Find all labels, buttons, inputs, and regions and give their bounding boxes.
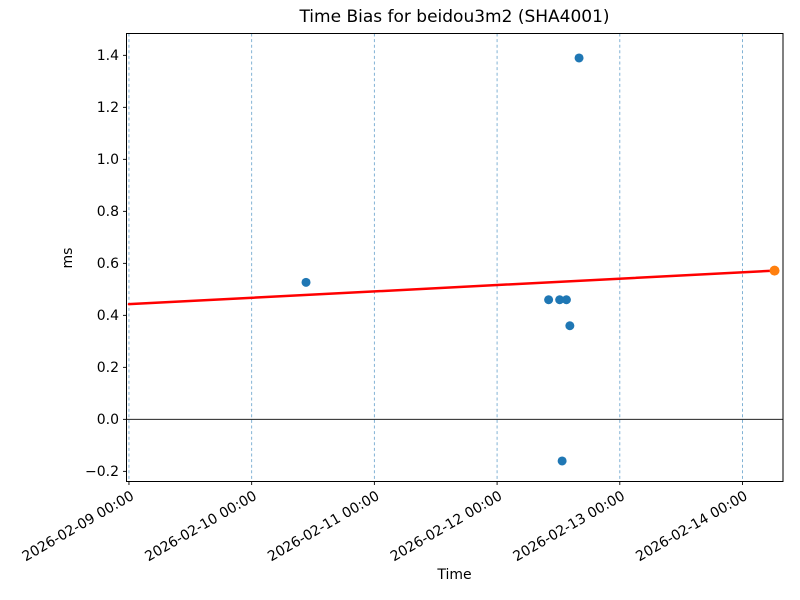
- y-tick-label: 0.2: [97, 360, 119, 376]
- observation-point: [555, 295, 565, 305]
- x-tick-label: 2026-02-14 00:00: [633, 488, 750, 565]
- y-tick-label: 1.2: [97, 100, 119, 116]
- observation-point: [565, 321, 575, 331]
- observation-point: [301, 277, 311, 287]
- x-tick-label: 2026-02-09 00:00: [20, 488, 137, 565]
- observation-point: [557, 456, 567, 466]
- x-tick-label: 2026-02-12 00:00: [388, 488, 505, 565]
- y-tick-label: 0.0: [97, 412, 119, 428]
- prediction-point: [769, 265, 780, 276]
- plot-border: [126, 33, 784, 482]
- chart-title: Time Bias for beidou3m2 (SHA4001): [299, 7, 610, 27]
- observation-point: [561, 295, 571, 305]
- observation-point: [544, 295, 554, 305]
- x-tick-label: 2026-02-13 00:00: [511, 488, 628, 565]
- y-tick-label: 1.0: [97, 152, 119, 168]
- y-tick-label: −0.2: [85, 464, 119, 480]
- observation-point: [574, 53, 584, 63]
- x-axis-label: Time: [437, 567, 472, 583]
- x-tick-label: 2026-02-10 00:00: [142, 488, 259, 565]
- trend-line: [127, 269, 776, 306]
- y-tick-label: 1.4: [97, 48, 119, 64]
- y-axis-label: ms: [60, 247, 76, 269]
- x-tick-label: 2026-02-11 00:00: [265, 488, 382, 565]
- y-tick-label: 0.4: [97, 308, 119, 324]
- y-tick-label: 0.6: [97, 256, 119, 272]
- y-tick-label: 0.8: [97, 204, 119, 220]
